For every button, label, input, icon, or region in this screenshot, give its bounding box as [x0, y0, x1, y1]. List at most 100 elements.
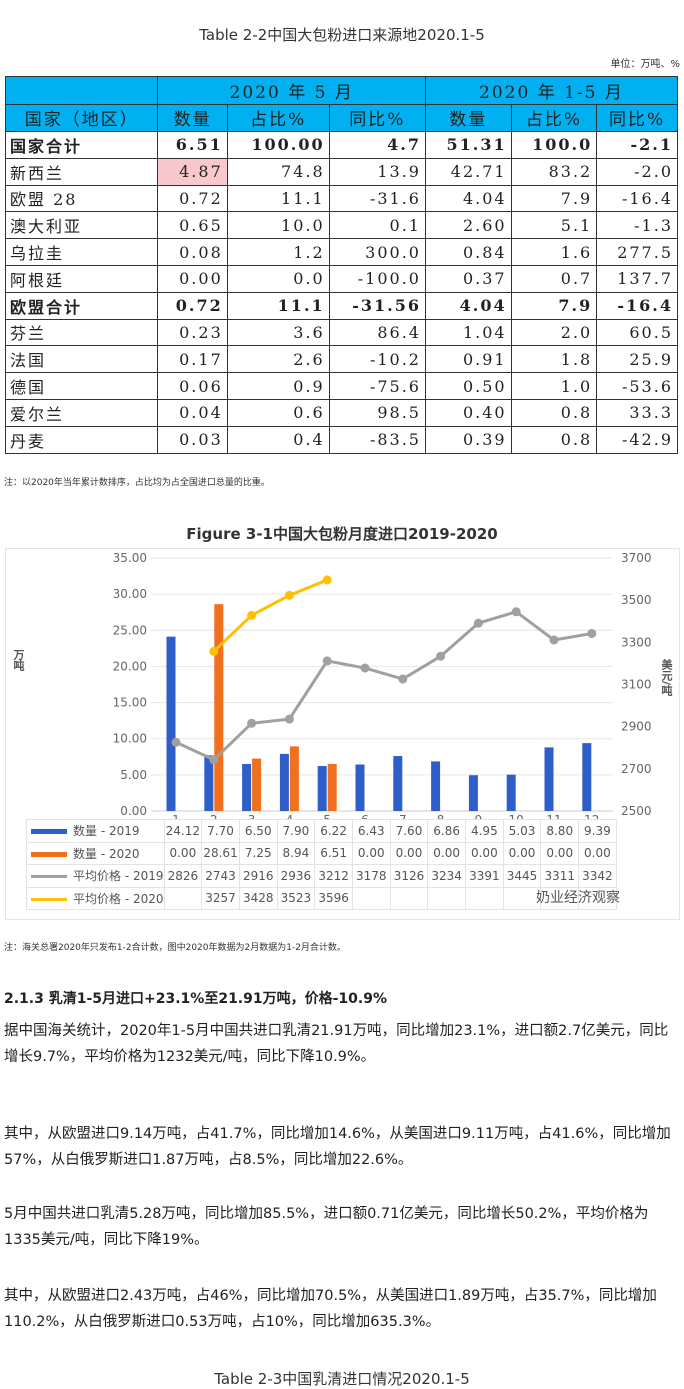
y2-tick-label: 2900 — [621, 720, 652, 734]
x-tick-label: 10 — [509, 813, 524, 819]
x-tick-label: 5 — [323, 813, 331, 819]
data-label — [163, 886, 203, 910]
line-point — [398, 674, 408, 684]
table-cell: 7.9 — [510, 184, 598, 213]
table-cell: 阿根廷 — [4, 264, 159, 293]
chart-title: Figure 3-1中国大包粉月度进口2019-2020 — [186, 525, 498, 543]
group-header: 2020 年 5 月 — [157, 76, 426, 105]
data-label: 3428 — [238, 886, 278, 910]
table-cell: 0.08 — [157, 238, 228, 266]
data-label: 0.00 — [389, 841, 429, 865]
table-cell: 爱尔兰 — [4, 398, 159, 427]
line-point — [247, 718, 257, 728]
table-cell: 0.6 — [226, 398, 330, 427]
x-tick-label: 11 — [546, 813, 561, 819]
data-label: 7.25 — [238, 841, 278, 865]
y-tick-label: 20.00 — [113, 659, 147, 673]
table-cell: -2.0 — [596, 157, 678, 186]
table-row: 国家合计 6.51 100.00 4.7 51.31 100.0 -2.1 — [4, 131, 678, 159]
table-cell: 2.60 — [424, 211, 512, 240]
data-label: 5.03 — [502, 819, 542, 843]
line-point — [549, 635, 559, 645]
legend-entry: 平均价格 - 2020 — [26, 886, 165, 910]
column-header: 数量 — [424, 103, 512, 132]
data-label — [578, 886, 617, 910]
table-cell: 丹麦 — [4, 425, 159, 454]
y-tick-label: 10.00 — [113, 732, 147, 746]
bar-2019 — [166, 636, 176, 811]
table-cell: 法国 — [4, 345, 159, 374]
paragraph: 其中，从欧盟进口2.43万吨，占46%，同比增加70.5%，从美国进口1.89万… — [4, 1288, 657, 1330]
line-price-2020 — [212, 578, 328, 653]
data-label: 3445 — [502, 864, 542, 888]
table-row: 乌拉圭 0.08 1.2 300.0 0.84 1.6 277.5 — [4, 238, 678, 266]
table-cell: -1.3 — [596, 211, 678, 240]
table-cell: 300.0 — [328, 238, 426, 266]
data-label: 0.00 — [163, 841, 203, 865]
y2-tick-label: 2500 — [621, 804, 652, 818]
table-cell: 0.72 — [157, 291, 228, 320]
table-cell: -83.5 — [328, 425, 426, 454]
table-cell: 德国 — [4, 372, 159, 400]
bar-2019 — [393, 756, 403, 811]
bar-2019 — [431, 761, 441, 811]
table-cell: 0.65 — [157, 211, 228, 240]
data-label: 0.00 — [465, 841, 504, 865]
table-cell: 98.5 — [328, 398, 426, 427]
x-tick-label: 2 — [210, 813, 218, 819]
table-cell: 1.2 — [226, 238, 330, 266]
table-cell: 0.91 — [424, 345, 512, 374]
table-cell: 0.50 — [424, 372, 512, 400]
data-label: 6.50 — [238, 819, 278, 843]
unit-label: 单位：万吨、% — [610, 59, 680, 70]
bar-2019 — [468, 775, 478, 811]
table-cell: 4.7 — [328, 131, 426, 159]
y-axis-label: 万吨 — [12, 649, 25, 671]
table-cell: 11.1 — [226, 291, 330, 320]
legend-label: 数量 - 2020 — [73, 846, 140, 861]
chart-note: 注：海关总署2020年只发布1-2合计数，图中2020年数据为2月数据为1-2月… — [4, 943, 346, 953]
column-header: 数量 — [157, 103, 228, 132]
bar-2019 — [355, 764, 365, 811]
data-label: 3212 — [314, 864, 353, 888]
table-cell: -31.56 — [328, 291, 426, 320]
table-cell: 0.7 — [510, 264, 598, 293]
legend-entry: 平均价格 - 2019 — [26, 864, 165, 888]
table-cell: 0.04 — [157, 398, 228, 427]
column-header: 占比% — [226, 103, 330, 132]
x-tick-label: 1 — [172, 813, 180, 819]
data-label: 28.61 — [201, 841, 240, 865]
x-tick-label: 4 — [286, 813, 294, 819]
table-cell: 25.9 — [596, 345, 678, 374]
x-tick-label: 12 — [584, 813, 599, 819]
data-label — [465, 886, 504, 910]
chart-data-table: 数量 - 2019 24.12 7.70 6.50 7.90 6.22 6.43 7.60 6.… — [26, 819, 617, 910]
table-cell: 13.9 — [328, 157, 426, 186]
table-cell: -42.9 — [596, 425, 678, 454]
data-label: 6.86 — [427, 819, 466, 843]
y-tick-label: 5.00 — [120, 768, 147, 782]
y-tick-label: 25.00 — [113, 623, 147, 637]
line-point — [473, 618, 483, 628]
data-label: 3391 — [465, 864, 504, 888]
y2-tick-label: 3300 — [621, 635, 652, 649]
table-cell: 0.00 — [157, 264, 228, 293]
data-label: 0.00 — [578, 841, 617, 865]
table-cell: 1.8 — [510, 345, 598, 374]
table-cell: 澳大利亚 — [4, 211, 159, 240]
data-label: 6.51 — [314, 841, 353, 865]
x-tick-label: 7 — [399, 813, 407, 819]
y-tick-label: 0.00 — [120, 804, 147, 818]
data-label: 3234 — [427, 864, 466, 888]
data-label: 0.00 — [502, 841, 542, 865]
line-point — [322, 656, 332, 666]
bar-2019 — [582, 743, 592, 811]
table-cell: 芬兰 — [4, 318, 159, 347]
data-label: 24.12 — [163, 819, 203, 843]
bar-2020 — [252, 758, 262, 811]
table-cell: -2.1 — [596, 131, 678, 159]
paragraph: 其中，从欧盟进口9.14万吨，占41.7%，同比增加14.6%，从美国进口9.1… — [4, 1126, 671, 1168]
legend-label: 平均价格 - 2020 — [73, 891, 164, 906]
table-cell: 5.1 — [510, 211, 598, 240]
line-point — [360, 663, 370, 673]
